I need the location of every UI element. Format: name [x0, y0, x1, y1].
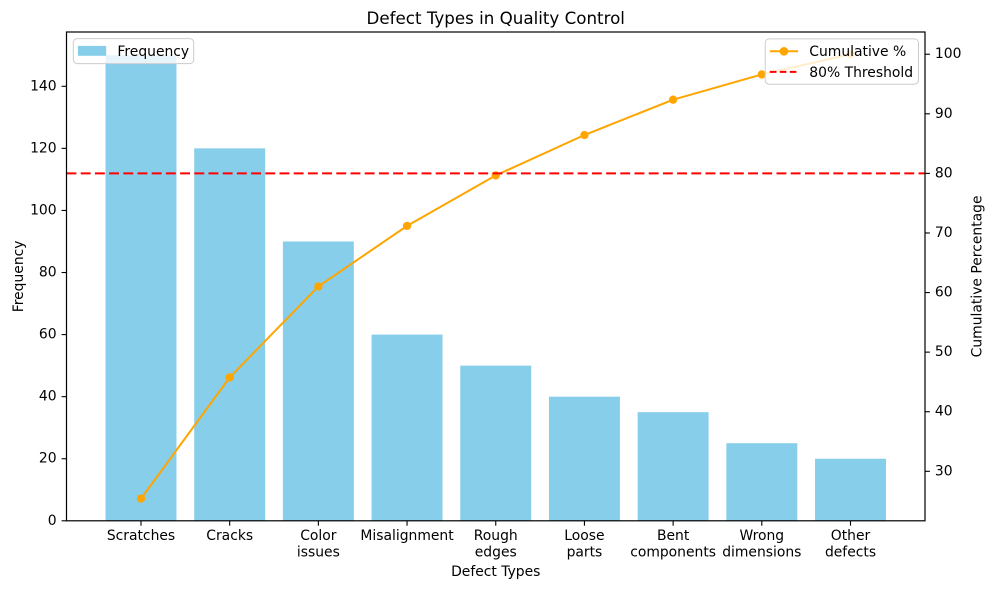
cumulative-point-wrong-dimensions — [757, 70, 766, 79]
bar-other-defects — [815, 458, 886, 521]
plot-marks: 0 20 40 60 80 100 120 140 30 40 50 60 70 80 90 100 Scrat… — [30, 31, 962, 560]
cumulative-point-bent-components — [668, 95, 678, 104]
x-tick-label-scratches: Scratches — [107, 528, 175, 544]
left-tick-label: 140 — [30, 78, 57, 94]
bar-loose-parts — [548, 396, 620, 521]
left-tick-label: 100 — [30, 202, 57, 218]
right-tick-label: 30 — [935, 463, 953, 479]
legend-cumulative-box — [764, 38, 920, 85]
legend-frequency: Frequency — [72, 38, 195, 65]
left-tick-label: 20 — [39, 451, 57, 467]
x-tick-label-color-issues: issues — [297, 544, 340, 560]
x-tick-label-loose-parts: parts — [567, 544, 603, 560]
bar-wrong-dimensions — [726, 443, 798, 521]
cumulative-marker-swatch — [779, 47, 789, 56]
bar-cracks — [194, 148, 266, 521]
right-tick-label: 80 — [935, 165, 953, 181]
cumulative-point-scratches — [136, 494, 146, 503]
x-tick-label-rough-edges: edges — [475, 544, 517, 560]
left-tick-label: 60 — [39, 327, 57, 343]
bar-bent-components — [637, 412, 709, 521]
x-tick-label-cracks: Cracks — [206, 528, 253, 544]
right-tick-label: 70 — [935, 225, 953, 241]
legend-frequency-box — [72, 38, 195, 65]
right-tick-label: 40 — [935, 404, 953, 420]
bar-misalignment — [371, 334, 443, 521]
x-tick-label-other-defects: defects — [825, 544, 876, 560]
x-tick-label-loose-parts: Loose — [564, 528, 604, 544]
legend-cumulative: Cumulative % 80% Threshold — [764, 38, 920, 85]
right-tick-label: 50 — [935, 344, 953, 360]
right-tick-label: 100 — [935, 46, 962, 62]
x-axis-label: Defect Types — [451, 564, 540, 580]
left-tick-label: 40 — [39, 389, 57, 405]
right-y-axis-label: Cumulative Percentage — [970, 195, 986, 357]
cumulative-point-loose-parts — [580, 130, 589, 140]
left-tick-label: 0 — [48, 513, 57, 529]
left-tick-label: 80 — [39, 265, 57, 281]
left-tick-label: 120 — [30, 140, 57, 156]
x-tick-label-bent-components: Bent — [657, 528, 690, 544]
left-y-axis-label: Frequency — [11, 241, 27, 313]
x-tick-label-rough-edges: Rough — [474, 528, 518, 544]
x-tick-label-bent-components: components — [630, 544, 716, 560]
legend-label-threshold: 80% Threshold — [809, 65, 913, 81]
cumulative-point-misalignment — [402, 221, 412, 231]
chart-title: Defect Types in Quality Control — [367, 8, 625, 28]
frequency-swatch — [77, 45, 107, 56]
x-tick-label-wrong-dimensions: Wrong — [739, 528, 784, 544]
bar-scratches — [105, 55, 177, 521]
cumulative-point-cracks — [225, 373, 234, 382]
right-tick-label: 60 — [935, 285, 953, 301]
bar-rough-edges — [460, 365, 532, 521]
x-tick-label-wrong-dimensions: dimensions — [722, 544, 801, 560]
legend-label-frequency: Frequency — [117, 44, 189, 60]
x-tick-label-misalignment: Misalignment — [360, 528, 454, 544]
legend-label-cumulative: Cumulative % — [809, 44, 906, 60]
x-tick-label-other-defects: Other — [831, 528, 871, 544]
x-tick-label-color-issues: Color — [300, 528, 337, 544]
cumulative-point-color-issues — [314, 282, 323, 291]
right-tick-label: 90 — [935, 106, 953, 122]
